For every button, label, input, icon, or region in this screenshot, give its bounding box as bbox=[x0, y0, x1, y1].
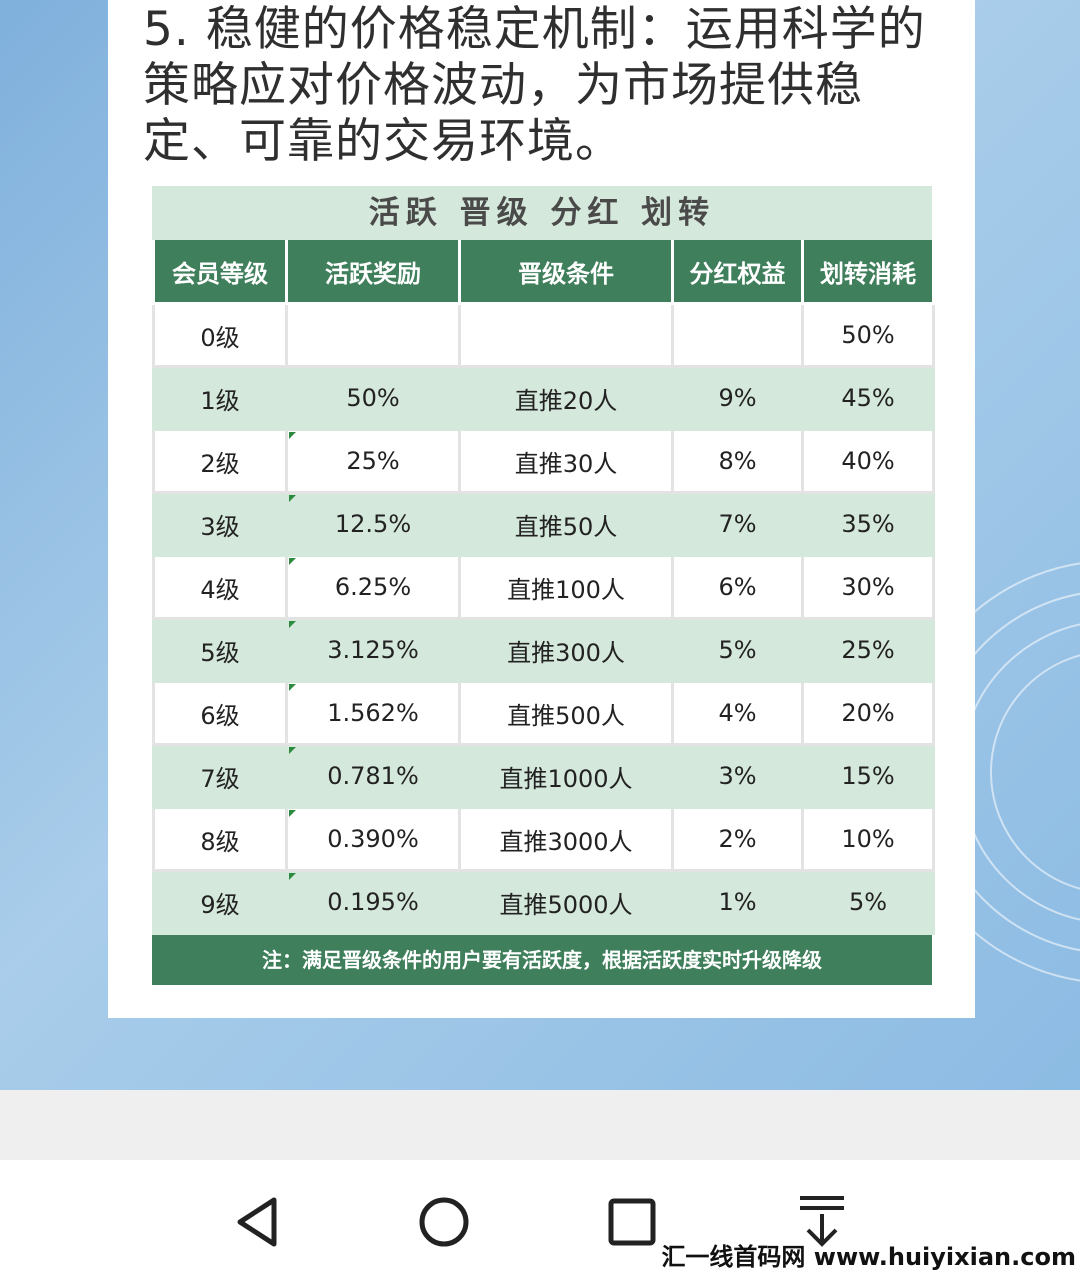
header-dividend: 分红权益 bbox=[671, 240, 804, 305]
table-row: 3级 12.5% 直推50人 7% 35% bbox=[152, 491, 935, 557]
table-header-row: 会员等级 活跃奖励 晋级条件 分红权益 划转消耗 bbox=[152, 240, 935, 305]
cell-level: 2级 bbox=[152, 428, 288, 494]
cell-upgrade-condition: 直推5000人 bbox=[458, 869, 674, 935]
cell-transfer-cost: 45% bbox=[801, 365, 935, 431]
home-circle-icon bbox=[419, 1197, 469, 1247]
table-row: 0级 50% bbox=[152, 302, 935, 368]
watermark-text: 汇一线首码网 www.huiyixian.com bbox=[661, 1243, 1076, 1271]
cell-transfer-cost: 35% bbox=[801, 491, 935, 557]
header-active-reward: 活跃奖励 bbox=[285, 240, 461, 305]
cell-dividend: 9% bbox=[671, 365, 804, 431]
cell-active-reward: 3.125% bbox=[285, 617, 461, 683]
cell-upgrade-condition: 直推3000人 bbox=[458, 806, 674, 872]
cell-transfer-cost: 15% bbox=[801, 743, 935, 809]
table-title: 活跃 晋级 分红 划转 bbox=[152, 186, 932, 240]
cell-dividend: 2% bbox=[671, 806, 804, 872]
cell-active-reward: 25% bbox=[285, 428, 461, 494]
cell-transfer-cost: 10% bbox=[801, 806, 935, 872]
table-row: 9级 0.195% 直推5000人 1% 5% bbox=[152, 869, 935, 935]
cell-transfer-cost: 5% bbox=[801, 869, 935, 935]
cell-level: 7级 bbox=[152, 743, 288, 809]
cell-active-reward: 1.562% bbox=[285, 680, 461, 746]
cell-level: 0级 bbox=[152, 302, 288, 368]
recents-square-icon bbox=[608, 1198, 656, 1246]
back-button[interactable] bbox=[226, 1190, 290, 1254]
cell-dividend: 8% bbox=[671, 428, 804, 494]
cell-active-reward: 0.781% bbox=[285, 743, 461, 809]
content-card: 5. 稳健的价格稳定机制：运用科学的策略应对价格波动，为市场提供稳定、可靠的交易… bbox=[108, 0, 975, 1018]
cell-dividend bbox=[671, 302, 804, 368]
home-button[interactable] bbox=[412, 1190, 476, 1254]
table-row: 5级 3.125% 直推300人 5% 25% bbox=[152, 617, 935, 683]
table-row: 7级 0.781% 直推1000人 3% 15% bbox=[152, 743, 935, 809]
cell-level: 8级 bbox=[152, 806, 288, 872]
cell-upgrade-condition bbox=[458, 302, 674, 368]
recents-button[interactable] bbox=[600, 1190, 664, 1254]
cell-level: 9级 bbox=[152, 869, 288, 935]
cell-level: 4级 bbox=[152, 554, 288, 620]
header-transfer-cost: 划转消耗 bbox=[801, 240, 935, 305]
cell-active-reward: 6.25% bbox=[285, 554, 461, 620]
cell-upgrade-condition: 直推100人 bbox=[458, 554, 674, 620]
download-button[interactable] bbox=[790, 1190, 854, 1254]
heading-text: 5. 稳健的价格稳定机制：运用科学的策略应对价格波动，为市场提供稳定、可靠的交易… bbox=[143, 2, 926, 169]
level-table: 活跃 晋级 分红 划转 会员等级 活跃奖励 晋级条件 分红权益 划转消耗 0级 bbox=[152, 186, 935, 985]
cell-level: 1级 bbox=[152, 365, 288, 431]
back-triangle-icon bbox=[237, 1197, 277, 1247]
cell-dividend: 1% bbox=[671, 869, 804, 935]
cell-upgrade-condition: 直推300人 bbox=[458, 617, 674, 683]
table-row: 1级 50% 直推20人 9% 45% bbox=[152, 365, 935, 431]
system-navigation-bar: 汇一线首码网 www.huiyixian.com bbox=[0, 1160, 1080, 1276]
cell-transfer-cost: 25% bbox=[801, 617, 935, 683]
cell-active-reward bbox=[285, 302, 461, 368]
table-row: 8级 0.390% 直推3000人 2% 10% bbox=[152, 806, 935, 872]
cell-active-reward: 50% bbox=[285, 365, 461, 431]
cell-transfer-cost: 50% bbox=[801, 302, 935, 368]
table-row: 4级 6.25% 直推100人 6% 30% bbox=[152, 554, 935, 620]
cell-upgrade-condition: 直推20人 bbox=[458, 365, 674, 431]
cell-level: 3级 bbox=[152, 491, 288, 557]
download-arrow-icon bbox=[800, 1196, 844, 1247]
cell-upgrade-condition: 直推50人 bbox=[458, 491, 674, 557]
cell-active-reward: 0.390% bbox=[285, 806, 461, 872]
cell-upgrade-condition: 直推500人 bbox=[458, 680, 674, 746]
cell-upgrade-condition: 直推1000人 bbox=[458, 743, 674, 809]
table-note: 注：满足晋级条件的用户要有活跃度，根据活跃度实时升级降级 bbox=[152, 935, 932, 985]
cell-dividend: 3% bbox=[671, 743, 804, 809]
cell-transfer-cost: 20% bbox=[801, 680, 935, 746]
cell-dividend: 4% bbox=[671, 680, 804, 746]
table-grid: 会员等级 活跃奖励 晋级条件 分红权益 划转消耗 0级 50% 1级 50 bbox=[152, 240, 935, 935]
cell-upgrade-condition: 直推30人 bbox=[458, 428, 674, 494]
cell-level: 6级 bbox=[152, 680, 288, 746]
table-row: 6级 1.562% 直推500人 4% 20% bbox=[152, 680, 935, 746]
cell-dividend: 7% bbox=[671, 491, 804, 557]
cell-transfer-cost: 30% bbox=[801, 554, 935, 620]
header-level: 会员等级 bbox=[152, 240, 288, 305]
cell-active-reward: 12.5% bbox=[285, 491, 461, 557]
cell-level: 5级 bbox=[152, 617, 288, 683]
table-row: 2级 25% 直推30人 8% 40% bbox=[152, 428, 935, 494]
header-upgrade-condition: 晋级条件 bbox=[458, 240, 674, 305]
cell-active-reward: 0.195% bbox=[285, 869, 461, 935]
cell-dividend: 5% bbox=[671, 617, 804, 683]
page-bottom-gap bbox=[0, 1090, 1080, 1160]
cell-dividend: 6% bbox=[671, 554, 804, 620]
cell-transfer-cost: 40% bbox=[801, 428, 935, 494]
